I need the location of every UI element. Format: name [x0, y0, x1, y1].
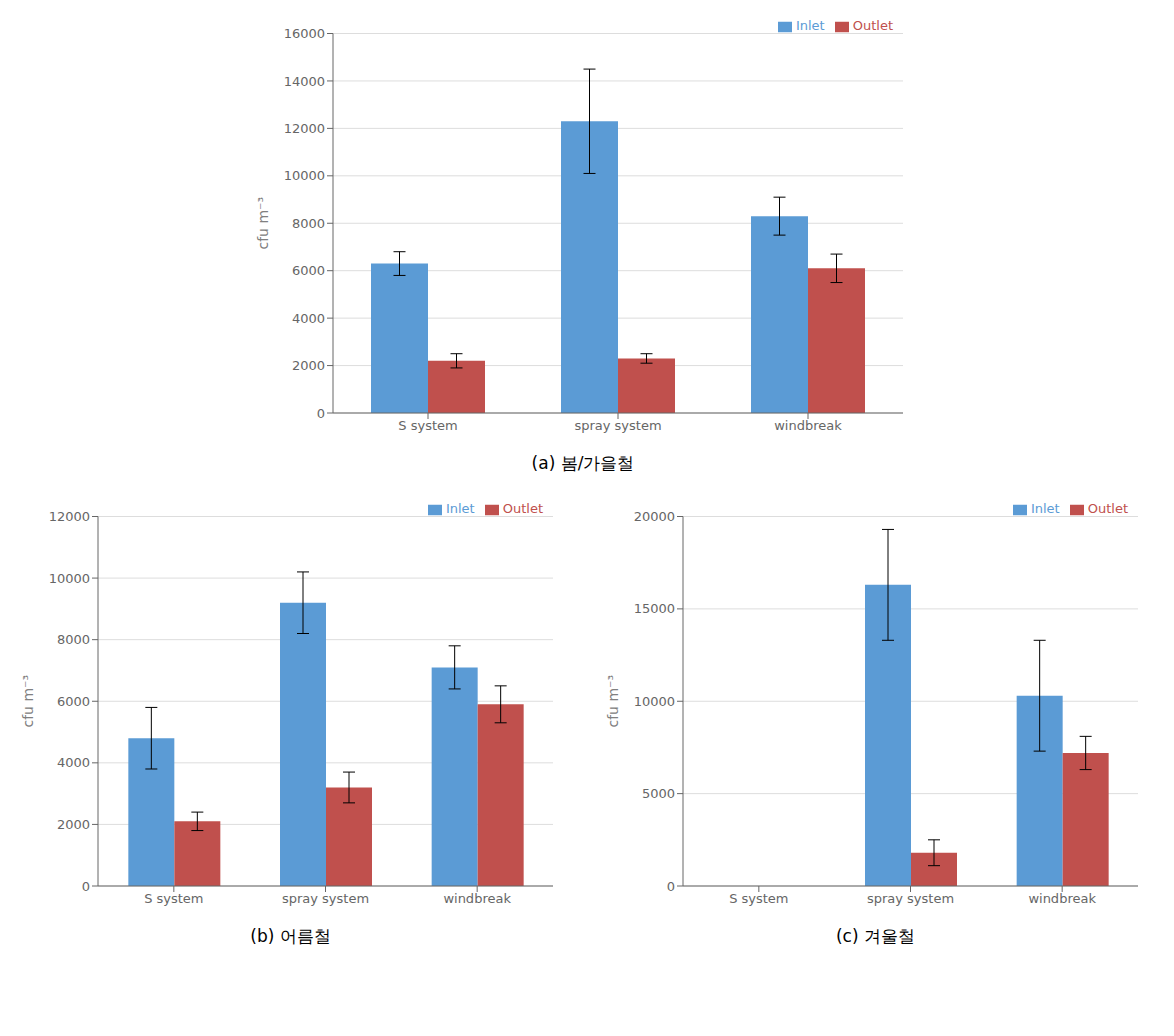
svg-text:0: 0 [82, 879, 90, 894]
svg-text:12000: 12000 [49, 509, 90, 524]
svg-text:S system: S system [398, 418, 457, 433]
svg-text:spray system: spray system [574, 418, 661, 433]
svg-text:5000: 5000 [642, 786, 675, 801]
svg-text:cfu m⁻³: cfu m⁻³ [605, 675, 621, 728]
svg-text:2000: 2000 [292, 358, 325, 373]
html-text:(b) 어름철: (b) 어름철 [250, 926, 331, 946]
svg-text:S system: S system [729, 891, 788, 906]
svg-text:spray system: spray system [282, 891, 369, 906]
svg-text:6000: 6000 [292, 263, 325, 278]
svg-text:S system: S system [144, 891, 203, 906]
html-text:Outlet: Outlet [852, 18, 893, 33]
svg-text:2000: 2000 [57, 817, 90, 832]
svg-text:windbreak: windbreak [1028, 891, 1096, 906]
svg-text:6000: 6000 [57, 694, 90, 709]
svg-text:cfu m⁻³: cfu m⁻³ [20, 675, 36, 728]
svg-text:windbreak: windbreak [443, 891, 511, 906]
svg-text:16000: 16000 [284, 26, 325, 41]
svg-text:10000: 10000 [49, 571, 90, 586]
svg-text:cfu m⁻³: cfu m⁻³ [255, 197, 271, 250]
html-text:(a) 봄/가을철: (a) 봄/가을철 [531, 453, 635, 473]
svg-text:15000: 15000 [634, 601, 675, 616]
html-text:(c) 겨울철: (c) 겨울철 [836, 926, 915, 946]
html-text:Outlet: Outlet [1087, 501, 1128, 516]
svg-text:14000: 14000 [284, 74, 325, 89]
svg-text:spray system: spray system [867, 891, 954, 906]
svg-text:4000: 4000 [292, 311, 325, 326]
html-text:Inlet: Inlet [795, 18, 825, 33]
svg-text:windbreak: windbreak [774, 418, 842, 433]
svg-text:10000: 10000 [284, 168, 325, 183]
html-text:Inlet: Inlet [1030, 501, 1060, 516]
svg-text:8000: 8000 [292, 216, 325, 231]
svg-text:10000: 10000 [634, 694, 675, 709]
svg-text:0: 0 [667, 879, 675, 894]
html-text:Inlet: Inlet [445, 501, 475, 516]
html-text:Outlet: Outlet [502, 501, 543, 516]
svg-text:12000: 12000 [284, 121, 325, 136]
svg-text:0: 0 [317, 406, 325, 421]
svg-text:8000: 8000 [57, 632, 90, 647]
svg-text:20000: 20000 [634, 509, 675, 524]
svg-text:4000: 4000 [57, 755, 90, 770]
